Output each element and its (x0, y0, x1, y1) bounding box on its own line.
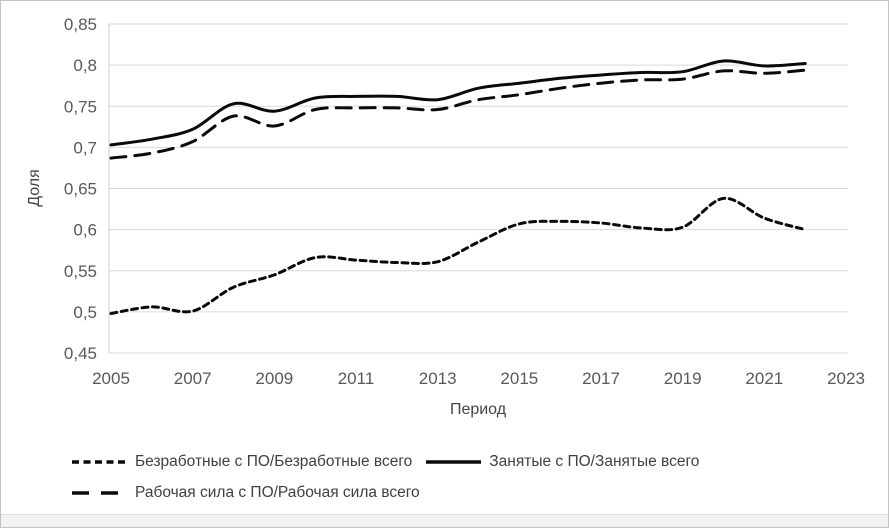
chart-legend: Безработные с ПО/Безработные всего Занят… (71, 453, 699, 502)
series-lines (109, 59, 807, 315)
y-tick-label: 0,8 (73, 56, 97, 75)
x-tick-label: 2011 (338, 369, 375, 388)
y-tick-label: 0,45 (64, 344, 97, 363)
x-tick-label: 2013 (419, 369, 457, 388)
legend-item-employed: Занятые с ПО/Занятые всего (425, 453, 699, 471)
legend-label-labor-force: Рабочая сила с ПО/Рабочая сила всего (135, 484, 420, 501)
x-tick-label: 2009 (255, 369, 293, 388)
x-axis-title: Период (450, 401, 507, 418)
legend-label-employed: Занятые с ПО/Занятые всего (489, 453, 700, 470)
x-tick-label: 2021 (745, 369, 783, 388)
y-axis-title: Доля (26, 169, 43, 207)
legend-label-unemployed: Безработные с ПО/Безработные всего (135, 453, 413, 470)
x-axis-tick-labels: 2005 2007 2009 2011 2013 2015 2017 2019 2021 2023 (92, 369, 865, 388)
solid-line-icon (426, 460, 482, 464)
x-tick-label: 2007 (174, 369, 212, 388)
line-chart: 0,850,80,750,70,650,60,550,50,45 2005 200… (26, 15, 865, 418)
y-tick-label: 0,85 (64, 15, 97, 34)
series-line-unemployed (109, 196, 807, 315)
gridlines (109, 23, 848, 354)
y-tick-label: 0,75 (64, 97, 97, 116)
x-tick-label: 2015 (500, 369, 538, 388)
series-line-labor-force (109, 68, 807, 160)
y-axis-tick-labels: 0,85 0,8 0,75 0,7 0,65 0,6 0,55 0,5 0,45 (64, 15, 97, 363)
window-bottom-strip (1, 514, 888, 527)
legend-row-1: Безработные с ПО/Безработные всего Занят… (71, 453, 699, 471)
x-tick-label: 2019 (664, 369, 702, 388)
short-dash-line-icon (72, 460, 127, 464)
y-tick-label: 0,65 (64, 180, 97, 199)
long-dash-line-icon (72, 491, 127, 495)
y-tick-label: 0,5 (73, 303, 97, 322)
x-tick-label: 2005 (92, 369, 130, 388)
series-line-employed (109, 59, 807, 147)
legend-row-2: Рабочая сила с ПО/Рабочая сила всего (71, 484, 699, 502)
y-tick-label: 0,6 (73, 221, 97, 240)
x-tick-label: 2017 (582, 369, 620, 388)
y-tick-label: 0,7 (73, 138, 97, 157)
legend-item-labor-force: Рабочая сила с ПО/Рабочая сила всего (71, 484, 420, 502)
x-tick-label: 2023 (827, 369, 865, 388)
y-tick-label: 0,55 (64, 262, 97, 281)
legend-item-unemployed: Безработные с ПО/Безработные всего (71, 453, 412, 471)
